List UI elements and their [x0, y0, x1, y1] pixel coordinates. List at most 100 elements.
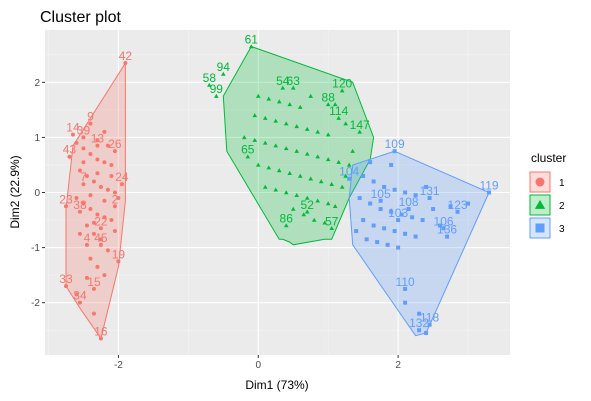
point-label: 123	[448, 198, 468, 212]
point-cluster-1	[74, 140, 79, 145]
point-cluster-2	[332, 102, 338, 107]
point-cluster-2	[304, 209, 310, 214]
point-cluster-2	[297, 104, 303, 109]
point-label: 43	[63, 143, 77, 157]
cluster-hull-2	[222, 45, 375, 246]
point-label: 131	[420, 184, 440, 198]
legend-label-1: 1	[559, 178, 565, 189]
point-cluster-3	[354, 229, 359, 234]
point-label: 58	[203, 71, 217, 85]
point-cluster-2	[346, 162, 352, 167]
point-cluster-3	[431, 207, 436, 212]
point-cluster-3	[420, 218, 425, 223]
point-cluster-2	[294, 192, 300, 197]
point-cluster-3	[410, 215, 415, 220]
point-label: 26	[108, 137, 122, 151]
point-cluster-1	[102, 198, 107, 203]
x-tick-label: 2	[395, 360, 401, 371]
point-cluster-3	[364, 237, 369, 242]
point-cluster-2	[221, 71, 226, 76]
y-tick-label: 1	[34, 133, 40, 144]
point-cluster-3	[378, 198, 383, 203]
point-cluster-2	[304, 151, 310, 156]
point-label: 45	[94, 231, 108, 245]
point-cluster-1	[112, 190, 117, 195]
y-axis-ticks: -2 -1 0 1 2	[31, 78, 45, 309]
x-axis-ticks: -2 0 2	[114, 355, 401, 371]
point-cluster-2	[255, 93, 261, 98]
point-cluster-2	[207, 82, 212, 87]
y-tick-label: 2	[34, 78, 40, 89]
point-label: 23	[59, 192, 73, 206]
point-label: 136	[437, 223, 457, 237]
legend-marker-3	[535, 223, 545, 233]
point-cluster-1	[84, 223, 89, 228]
point-cluster-1	[84, 173, 89, 178]
point-cluster-3	[417, 311, 422, 316]
y-tick-label: -1	[31, 243, 40, 254]
point-cluster-3	[392, 229, 397, 234]
point-cluster-2	[315, 198, 321, 203]
point-cluster-3	[371, 179, 376, 184]
point-cluster-2	[287, 170, 293, 175]
point-label: 13	[91, 132, 105, 146]
point-cluster-1	[88, 193, 93, 198]
point-cluster-2	[343, 173, 348, 178]
x-tick-label: -2	[114, 360, 123, 371]
point-cluster-2	[357, 129, 362, 134]
point-cluster-3	[375, 240, 380, 245]
point-label: 120	[332, 77, 352, 91]
legend: 1 2 3	[529, 171, 565, 239]
point-cluster-1	[91, 220, 96, 225]
point-cluster-2	[276, 99, 282, 104]
point-label: 9	[87, 110, 94, 124]
point-cluster-2	[214, 93, 219, 98]
point-label: 132	[409, 316, 429, 330]
point-cluster-1	[102, 273, 107, 278]
point-cluster-2	[308, 93, 314, 98]
point-cluster-1	[91, 311, 96, 316]
point-cluster-1	[95, 212, 100, 217]
point-cluster-2	[262, 140, 268, 145]
point-cluster-2	[255, 162, 261, 167]
point-cluster-2	[283, 190, 289, 195]
legend-title: cluster	[531, 151, 566, 165]
point-cluster-3	[448, 204, 453, 209]
point-cluster-3	[399, 212, 404, 217]
point-cluster-1	[102, 215, 107, 220]
point-cluster-2	[304, 195, 310, 200]
point-cluster-1	[88, 256, 93, 261]
point-cluster-3	[487, 190, 492, 195]
cluster-hull-1	[65, 61, 126, 340]
point-cluster-3	[424, 330, 429, 335]
point-label: 109	[385, 137, 405, 151]
point-label: 52	[301, 198, 315, 212]
point-cluster-1	[98, 242, 103, 247]
point-label: 88	[322, 90, 336, 104]
point-cluster-2	[266, 96, 272, 101]
point-cluster-3	[427, 196, 432, 201]
point-cluster-3	[441, 226, 446, 231]
point-label: 110	[396, 275, 415, 289]
point-cluster-3	[389, 162, 394, 167]
point-label: 4	[84, 231, 91, 245]
point-cluster-1	[67, 154, 72, 159]
point-cluster-1	[123, 61, 128, 66]
point-cluster-3	[455, 209, 460, 214]
point-cluster-3	[382, 226, 387, 231]
point-cluster-2	[245, 154, 251, 159]
point-label: 54	[276, 74, 290, 88]
x-axis-title: Dim1 (73%)	[245, 378, 308, 392]
point-label: 42	[119, 49, 133, 63]
point-cluster-1	[116, 259, 121, 264]
point-label: 94	[217, 60, 231, 74]
point-cluster-1	[95, 264, 100, 269]
point-cluster-1	[102, 129, 107, 134]
point-cluster-3	[385, 242, 390, 247]
point-cluster-2	[315, 154, 321, 159]
point-cluster-2	[297, 173, 303, 178]
legend-label-2: 2	[559, 201, 565, 212]
point-cluster-1	[91, 286, 96, 291]
point-label: 86	[280, 212, 294, 226]
